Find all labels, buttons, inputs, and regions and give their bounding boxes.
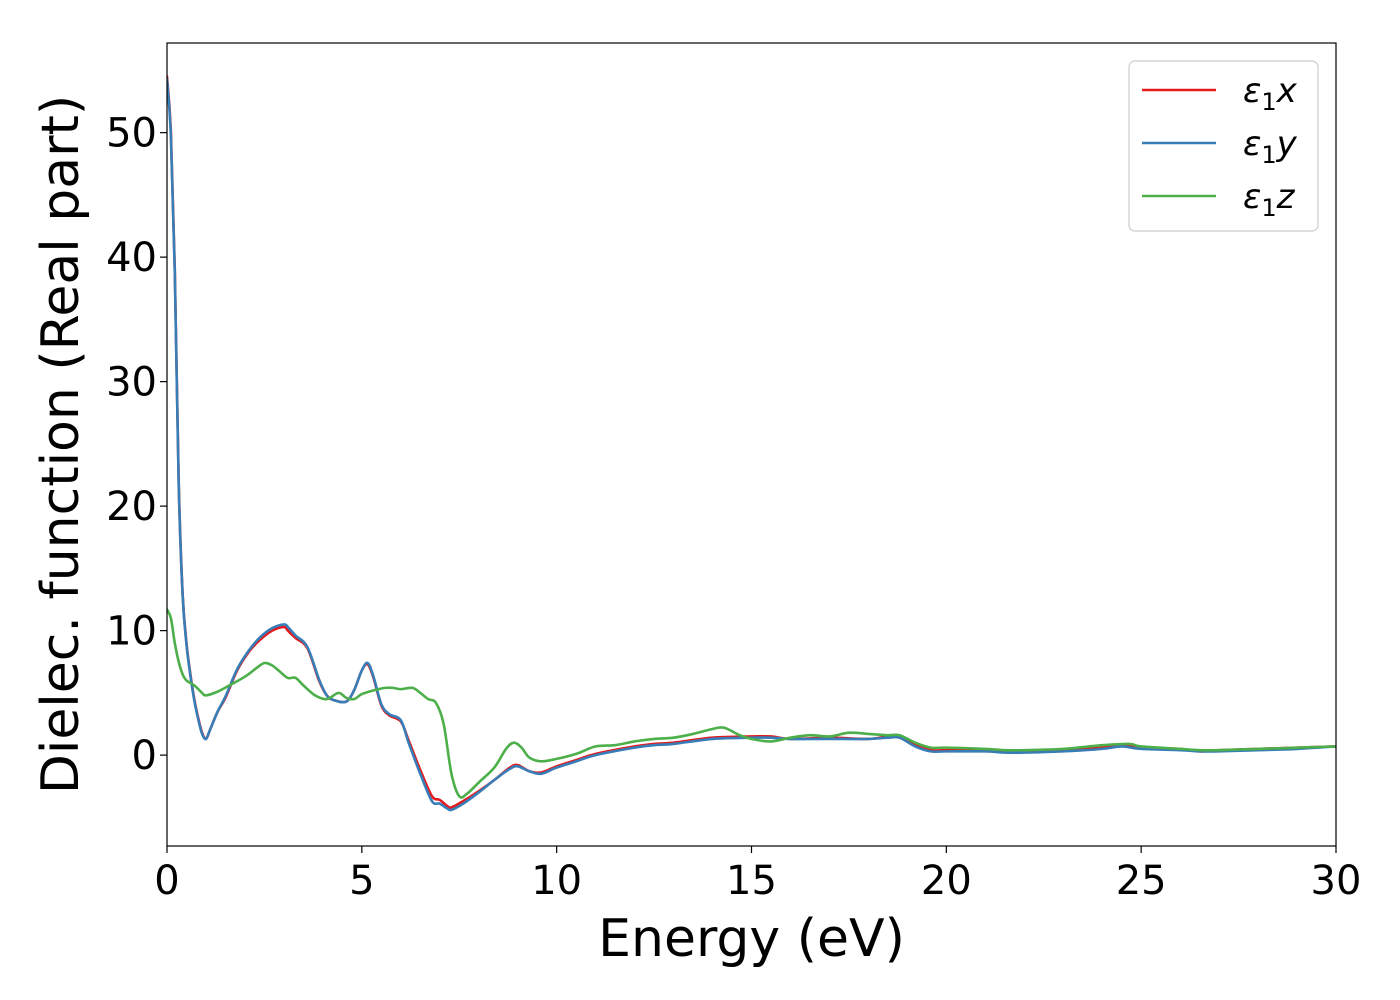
series-line-3 — [167, 608, 1336, 799]
series-lines — [167, 75, 1336, 812]
y-axis-label: Dielec. function (Real part) — [31, 95, 91, 794]
y-tick-label: 20 — [106, 484, 157, 530]
x-tick-label: 15 — [726, 858, 777, 904]
x-tick-label: 20 — [921, 858, 972, 904]
series-line-2 — [167, 77, 1336, 812]
legend-box — [1128, 60, 1319, 232]
x-axis-label: Energy (eV) — [598, 909, 905, 969]
x-tick-label: 0 — [154, 858, 179, 904]
x-tick-label: 30 — [1311, 858, 1362, 904]
x-tick-label: 25 — [1116, 858, 1167, 904]
y-tick-label: 30 — [106, 360, 157, 406]
y-tick-label: 40 — [106, 235, 157, 281]
legend-label-1: ε1x — [1243, 71, 1298, 116]
legend-label-2: ε1y — [1243, 124, 1298, 169]
y-axis-ticks: 0 10 20 30 40 50 — [106, 111, 167, 779]
x-tick-label: 10 — [531, 858, 582, 904]
legend: ε1x ε1y ε1z — [1128, 60, 1319, 232]
x-tick-label: 5 — [349, 858, 374, 904]
y-tick-label: 10 — [106, 609, 157, 655]
x-axis-ticks: 0 5 10 15 20 25 30 — [154, 846, 1361, 904]
legend-label-3: ε1z — [1243, 177, 1296, 222]
y-tick-label: 50 — [106, 111, 157, 157]
y-tick-label: 0 — [132, 733, 157, 779]
